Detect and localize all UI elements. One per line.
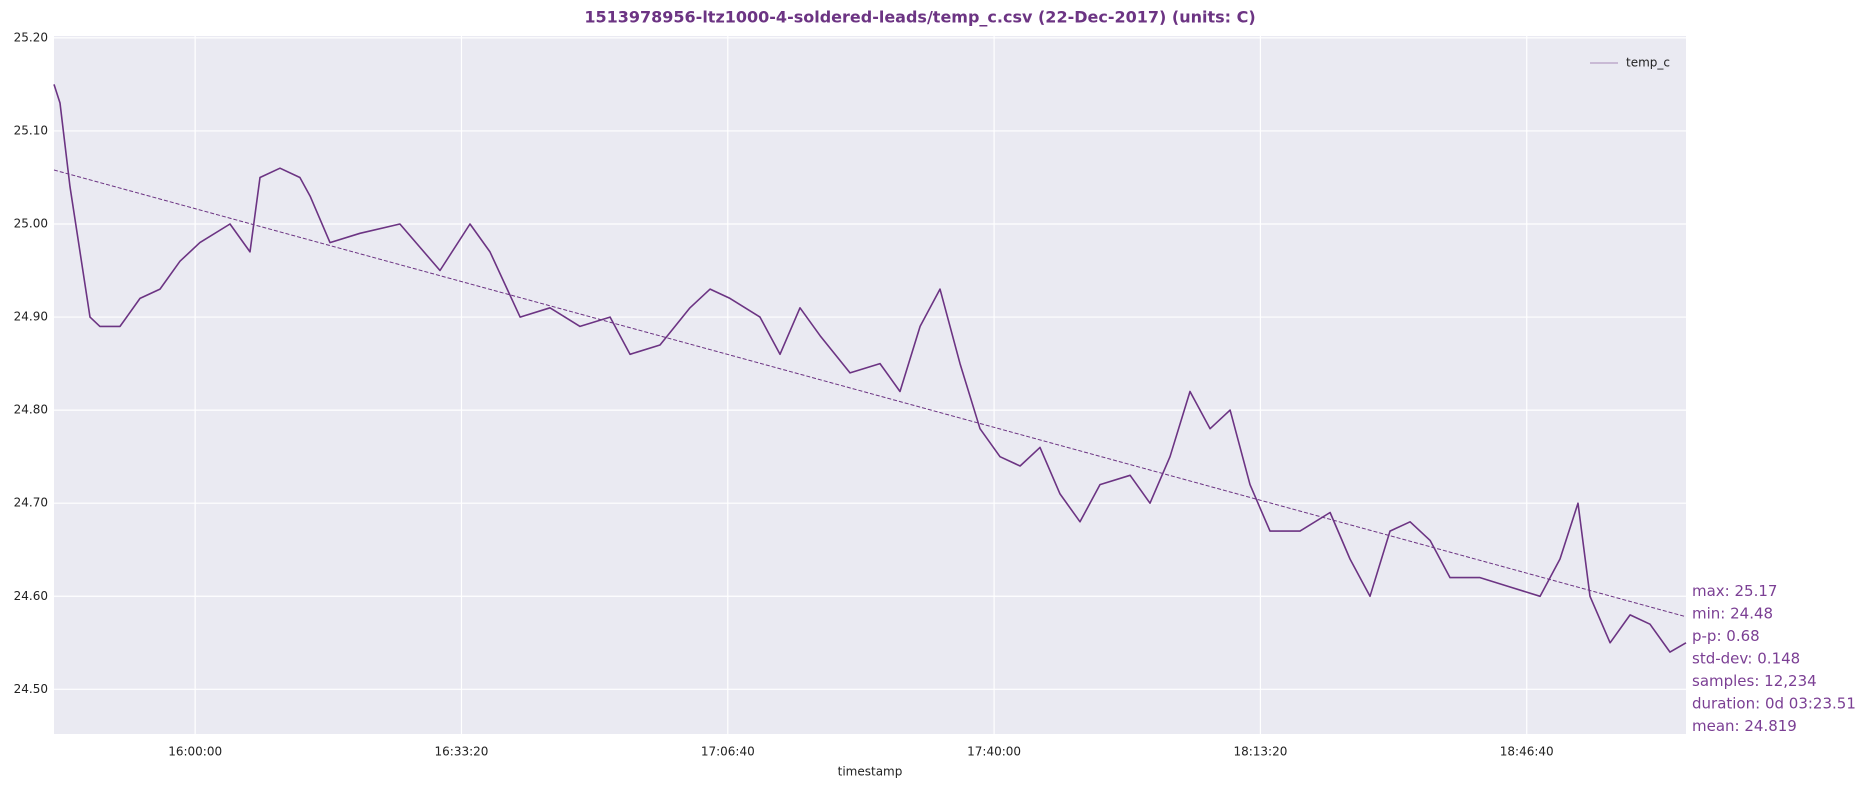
stat-text: duration: 0d 03:23.51 (1692, 695, 1856, 713)
x-tick-label: 16:00:00 (168, 745, 222, 759)
y-tick-label: 25.10 (14, 123, 48, 137)
x-tick-label: 17:40:00 (967, 745, 1021, 759)
y-tick-label: 24.90 (14, 310, 48, 324)
y-tick-label: 24.80 (14, 403, 48, 417)
x-tick-label: 16:33:20 (435, 745, 489, 759)
x-tick-label: 17:06:40 (701, 745, 755, 759)
plot-area (54, 36, 1686, 734)
data-line (53, 84, 1687, 653)
y-tick-label: 25.00 (14, 216, 48, 230)
x-tick-label: 18:46:40 (1500, 745, 1554, 759)
stat-text: min: 24.48 (1692, 605, 1773, 623)
stat-text: max: 25.17 (1692, 582, 1777, 600)
stat-text: p-p: 0.68 (1692, 627, 1760, 645)
y-tick-label: 25.20 (14, 30, 48, 44)
stat-text: std-dev: 0.148 (1692, 650, 1800, 668)
x-tick-label: 18:13:20 (1233, 745, 1287, 759)
y-tick-label: 24.50 (14, 682, 48, 696)
legend-label: temp_c (1626, 56, 1670, 70)
chart-title: 1513978956-ltz1000-4-soldered-leads/temp… (584, 8, 1255, 27)
x-axis-label: timestamp (838, 765, 903, 779)
y-tick-label: 24.60 (14, 589, 48, 603)
y-tick-label: 24.70 (14, 496, 48, 510)
stat-text: samples: 12,234 (1692, 672, 1817, 690)
trend-line (53, 169, 1687, 618)
stat-text: mean: 24.819 (1692, 717, 1797, 735)
